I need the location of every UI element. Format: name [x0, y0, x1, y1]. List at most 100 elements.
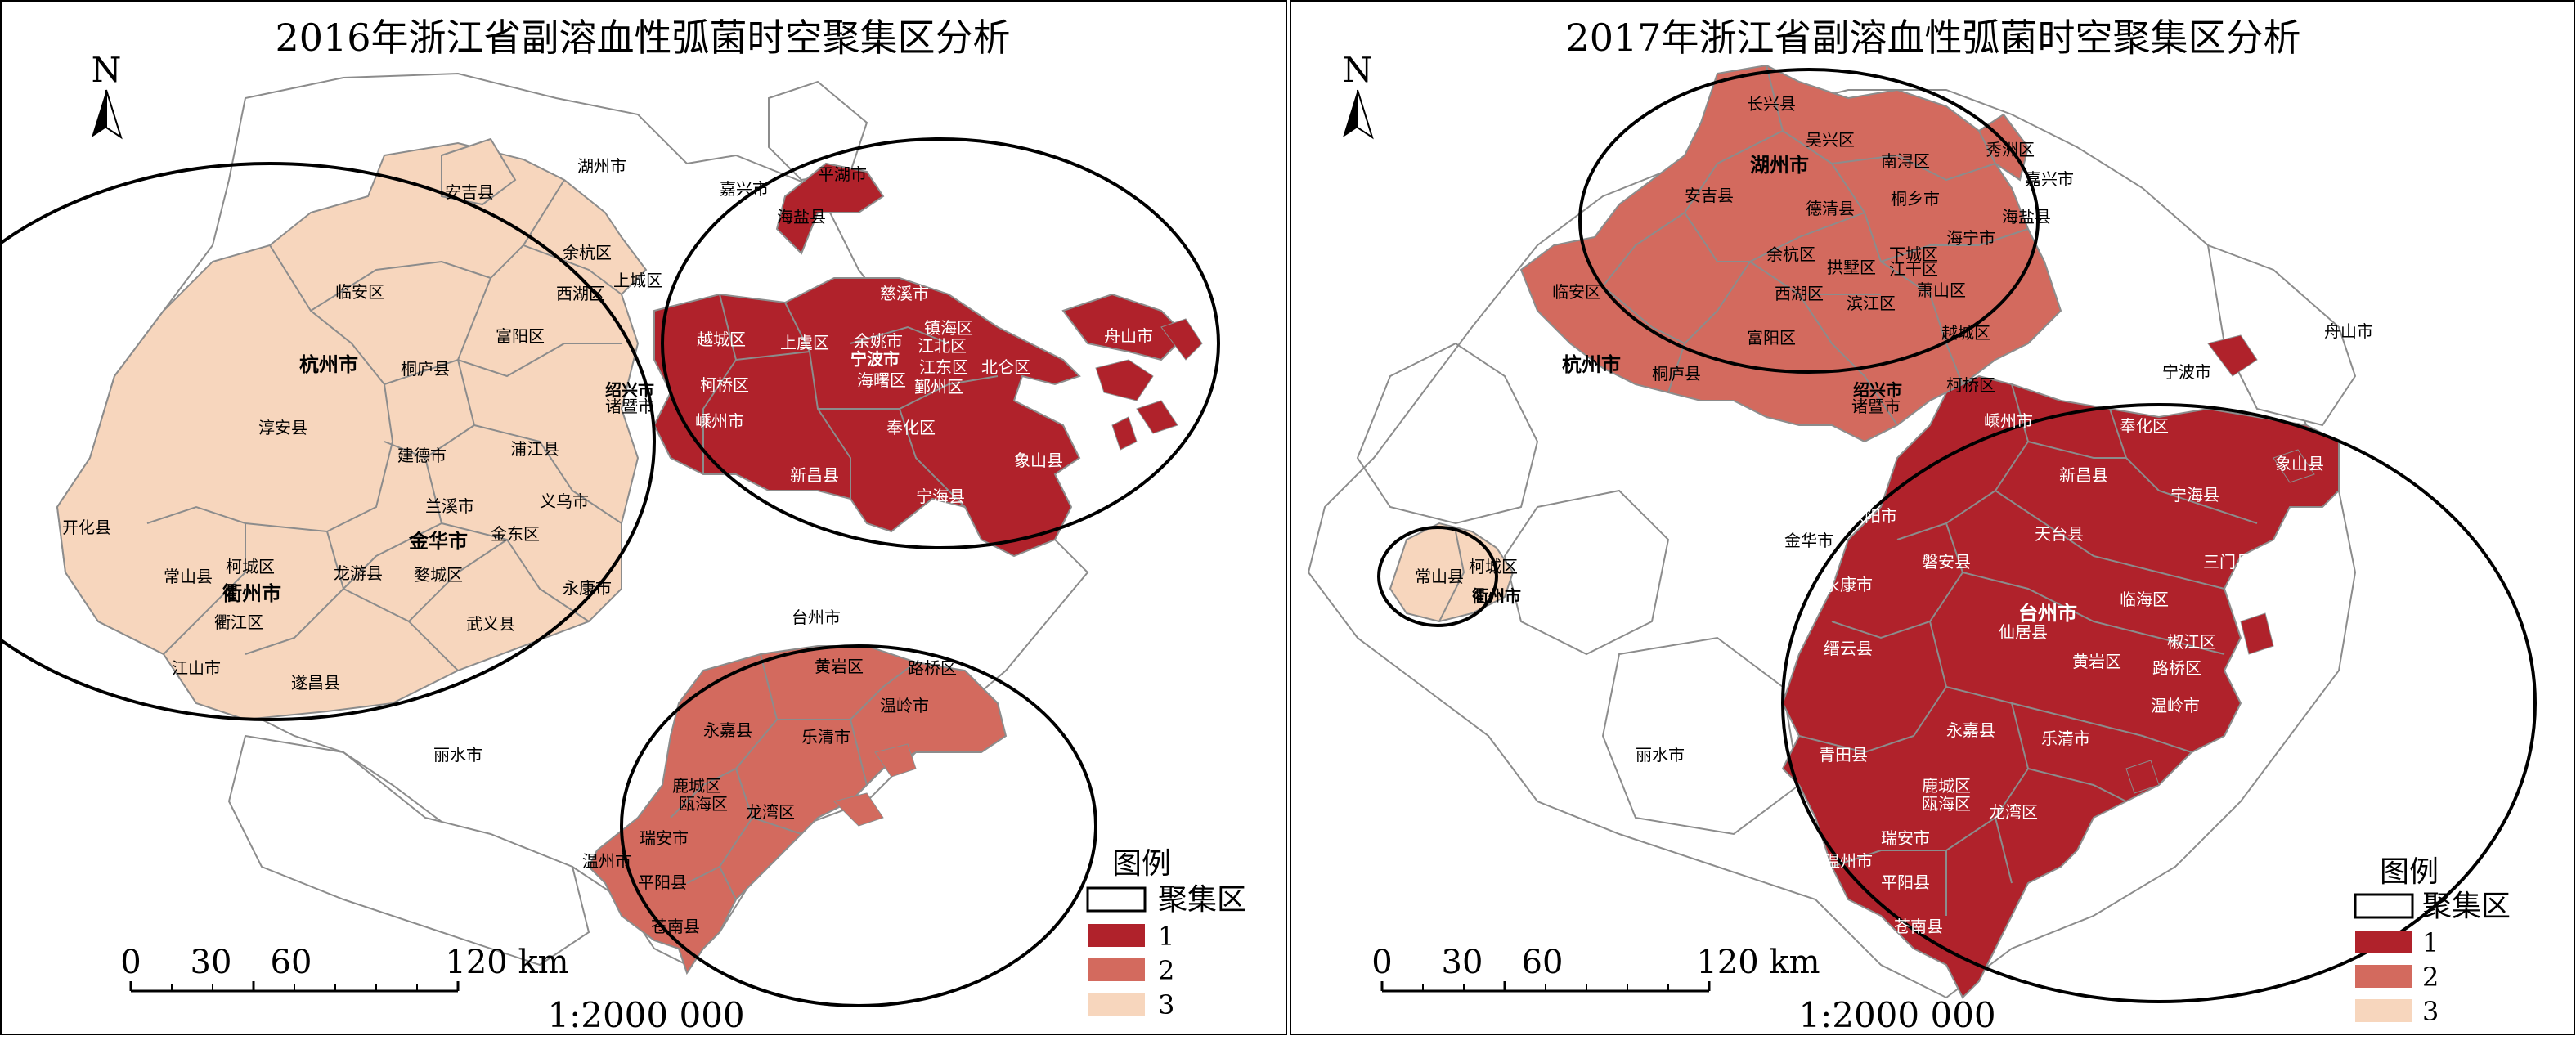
place-label: 淳安县 [258, 418, 307, 437]
place-label: 永康市 [563, 578, 612, 598]
cluster1-ningbo [653, 277, 1081, 558]
place-label: 鄞州区 [914, 377, 963, 397]
legend-label: 聚集区 [1158, 883, 1246, 917]
cluster1-island-d [2125, 760, 2160, 794]
north-arrow-icon [1343, 90, 1358, 137]
place-label: 金华市 [1784, 531, 1833, 550]
place-label: 嵊州市 [695, 411, 744, 431]
place-label: 吴兴区 [1806, 130, 1855, 150]
place-label: 兰溪市 [425, 496, 474, 516]
cluster3-anji [441, 137, 517, 206]
place-label: 滨江区 [1847, 294, 1896, 313]
place-label: 台州市 [792, 608, 841, 627]
place-label: 北仑区 [981, 357, 1030, 377]
place-label: 拱墅区 [1827, 258, 1876, 277]
map-title: 2016年浙江省副溶血性弧菌时空聚集区分析 [275, 16, 1010, 60]
cluster1-pinghu [775, 162, 885, 255]
cluster1-island-d [1111, 416, 1138, 451]
legend-label: 聚集区 [2422, 890, 2511, 923]
place-label: 象山县 [1014, 451, 1063, 470]
place-label: 乐清市 [2041, 729, 2090, 748]
place-label: 天台县 [2035, 524, 2084, 544]
cluster1-island-c [1136, 400, 1178, 434]
place-label: 湖州市 [1750, 153, 1809, 177]
place-label: 诸暨市 [605, 397, 654, 416]
place-label: 宁海县 [2170, 485, 2219, 505]
place-label: 苍南县 [651, 917, 700, 936]
legend-swatch-cluster [1086, 886, 1147, 913]
place-label: 宁海县 [916, 487, 965, 506]
cluster2-wenzhou [587, 645, 1008, 975]
place-label: 平阳县 [1881, 872, 1930, 892]
place-label: 余杭区 [1766, 244, 1815, 264]
place-label: 三门县 [2203, 552, 2252, 572]
place-label: 平阳县 [638, 872, 687, 892]
cluster-circle [1578, 68, 2040, 374]
place-label: 舟山市 [1104, 326, 1153, 346]
place-label: 江干区 [1889, 259, 1938, 279]
place-label: 杭州市 [1562, 352, 1621, 376]
place-label: 磐安县 [1922, 552, 1971, 572]
place-label: 新昌县 [790, 465, 839, 485]
legend-label: 2 [1158, 955, 1174, 986]
legend-title: 图例 [2380, 855, 2439, 889]
legend-label: 3 [1158, 989, 1174, 1020]
place-label: 开化县 [62, 518, 111, 537]
place-label: 龙湾区 [1989, 802, 2038, 822]
place-label: 温岭市 [880, 696, 929, 715]
place-label: 椒江区 [2167, 632, 2216, 652]
legend-swatch-1 [2355, 931, 2412, 953]
cluster-circle [0, 162, 656, 721]
legend-swatch-1 [1088, 924, 1145, 947]
place-label: 常山县 [1415, 567, 1464, 586]
place-labels: 湖州市 安吉县 嘉兴市 平湖市 海盐县 余杭区 上城区 西湖区 临安区 富阳区 … [62, 156, 1153, 936]
place-label: 宁波市 [850, 349, 900, 369]
cluster-circle [1377, 526, 1498, 627]
place-label: 镇海区 [924, 318, 973, 338]
scale-label: 60 [1522, 944, 1564, 981]
place-label: 桐乡市 [1891, 189, 1940, 209]
place-label: 永嘉县 [703, 720, 752, 740]
place-label: 越城区 [1941, 323, 1990, 343]
place-label: 桐庐县 [401, 359, 450, 379]
legend-label: 3 [2422, 996, 2439, 1027]
place-label: 绍兴市 [605, 380, 654, 400]
place-label: 奉化区 [886, 418, 936, 437]
place-label: 杭州市 [299, 352, 358, 376]
map-title: 2017年浙江省副溶血性弧菌时空聚集区分析 [1565, 16, 2300, 60]
place-label: 路桥区 [908, 658, 957, 678]
place-label: 婺城区 [414, 565, 463, 585]
place-label: 衢州市 [222, 581, 281, 605]
place-label: 龙游县 [334, 563, 383, 583]
place-label: 萧山区 [1917, 280, 1966, 300]
scale-label: 120 km [445, 944, 568, 981]
place-label: 青田县 [1819, 745, 1868, 765]
cluster1-island-c [2240, 612, 2274, 655]
place-label: 余杭区 [563, 243, 612, 262]
scale-label: 30 [1442, 944, 1483, 981]
cluster2-north [1519, 64, 2062, 443]
place-label: 海盐县 [777, 207, 826, 226]
legend-label: 1 [2422, 927, 2439, 958]
cluster1-zhoushan [1061, 293, 1187, 361]
scale-bar: 0 30 60 120 km 1:2000 000 [120, 944, 744, 1035]
place-label: 上虞区 [780, 333, 829, 352]
district-lines-ningbo [702, 294, 999, 508]
scale-label: 0 [120, 944, 141, 981]
place-label: 富阳区 [1747, 328, 1796, 348]
district-lines-north [1602, 65, 2029, 426]
place-label: 桐庐县 [1652, 364, 1701, 383]
place-label: 丽水市 [1636, 745, 1685, 765]
place-label: 台州市 [2018, 601, 2077, 625]
place-labels: 长兴县 吴兴区 南浔区 湖州市 安吉县 德清县 桐乡市 秀洲区 嘉兴市 海盐县 … [1415, 94, 2373, 936]
legend: 图例 聚集区 1 2 3 [1086, 847, 1246, 1020]
place-label: 丽水市 [433, 745, 482, 765]
place-label: 德清县 [1806, 199, 1855, 218]
place-label: 柯城区 [226, 557, 275, 576]
north-arrow-icon [92, 90, 106, 137]
place-label: 金东区 [491, 524, 540, 544]
place-label: 瑞安市 [1881, 828, 1930, 848]
place-label: 临海区 [2120, 590, 2169, 609]
place-label: 武义县 [466, 614, 515, 634]
panel-2016: 2016年浙江省副溶血性弧菌时空聚集区分析 N [0, 0, 1287, 1035]
